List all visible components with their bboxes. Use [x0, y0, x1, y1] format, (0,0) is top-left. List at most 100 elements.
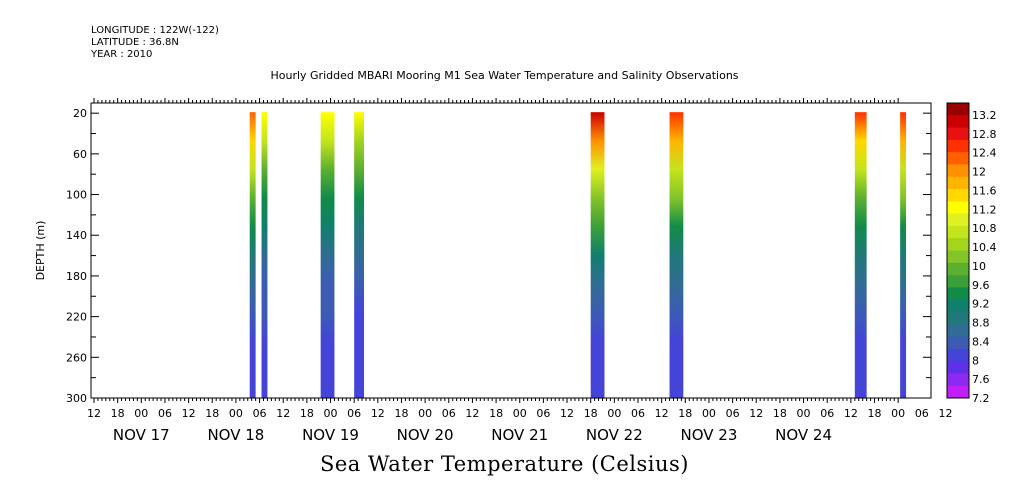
- colorbar-cell: [947, 373, 969, 387]
- x-hour-tick-label: 12: [938, 407, 952, 420]
- x-date-label: NOV 22: [586, 426, 643, 444]
- x-hour-tick-label: 00: [702, 407, 716, 420]
- colorbar-label: 10: [972, 260, 986, 273]
- x-hour-tick-label: 18: [489, 407, 503, 420]
- x-date-label: NOV 20: [397, 426, 454, 444]
- x-hour-tick-label: 06: [820, 407, 834, 420]
- y-tick-label: 300: [66, 392, 87, 405]
- colorbar-label: 11.2: [972, 203, 997, 216]
- y-tick-label: 220: [66, 311, 87, 324]
- x-hour-tick-label: 00: [797, 407, 811, 420]
- colorbar-cell: [947, 103, 969, 116]
- y-tick-label: 140: [66, 229, 87, 242]
- colorbar-cell: [947, 201, 969, 215]
- x-hour-tick-label: 06: [253, 407, 267, 420]
- colorbar-cell: [947, 361, 969, 374]
- temperature-column: [590, 112, 605, 398]
- temperature-column: [854, 112, 867, 398]
- colorbar-cell: [947, 127, 969, 141]
- colorbar-cell: [947, 176, 969, 190]
- x-hour-tick-label: 12: [465, 407, 479, 420]
- x-hour-tick-label: 18: [868, 407, 882, 420]
- colorbar-cell: [947, 164, 969, 178]
- y-axis-label: DEPTH (m): [34, 221, 47, 281]
- colorbar-cell: [947, 287, 969, 301]
- colorbar-cell: [947, 348, 969, 362]
- colorbar-label: 12.4: [972, 147, 997, 160]
- x-hour-tick-label: 18: [773, 407, 787, 420]
- x-hour-tick-label: 00: [513, 407, 527, 420]
- colorbar-cell: [947, 311, 969, 325]
- y-tick-label: 180: [66, 270, 87, 283]
- x-hour-tick-label: 18: [111, 407, 125, 420]
- colorbar-frame: [946, 102, 970, 399]
- colorbar-label: 11.6: [972, 184, 997, 197]
- colorbar-label: 12.8: [972, 128, 997, 141]
- x-hour-tick-label: 00: [891, 407, 905, 420]
- year-label: YEAR : 2010: [91, 49, 153, 60]
- data-bars: [249, 112, 907, 398]
- y-tick-label: 260: [66, 351, 87, 364]
- colorbar-cell: [947, 238, 969, 251]
- x-hour-tick-label: 00: [134, 407, 148, 420]
- y-tick-label: 60: [73, 148, 87, 161]
- x-hour-tick-label: 18: [394, 407, 408, 420]
- chart-subtitle: Sea Water Temperature (Celsius): [319, 452, 689, 476]
- colorbar-cell: [947, 385, 969, 399]
- x-hour-tick-label: 00: [607, 407, 621, 420]
- x-hour-tick-label: 00: [324, 407, 338, 420]
- temperature-column: [354, 112, 365, 398]
- colorbar-cell: [947, 213, 969, 227]
- x-hour-tick-label: 06: [915, 407, 929, 420]
- x-hour-tick-label: 12: [655, 407, 669, 420]
- colorbar: 13.2 12.8 12.4 12 11.6 11.2 10.8 10.4 10 9.6 9.2 8.…: [946, 102, 997, 405]
- colorbar-cell: [947, 152, 969, 165]
- colorbar-label: 8: [972, 354, 979, 367]
- colorbar-label: 7.2: [972, 392, 990, 405]
- x-date-label: NOV 21: [491, 426, 548, 444]
- colorbar-label: 9.6: [972, 279, 990, 292]
- x-hour-tick-label: 12: [87, 407, 101, 420]
- x-hour-tick-label: 06: [631, 407, 645, 420]
- x-date-label: NOV 17: [113, 426, 170, 444]
- x-date-label: NOV 23: [681, 426, 738, 444]
- longitude-label: LONGITUDE : 122W(-122): [91, 25, 219, 36]
- colorbar-label: 9.2: [972, 298, 990, 311]
- colorbar-cell: [947, 336, 969, 350]
- temperature-column: [249, 112, 256, 398]
- x-date-label: NOV 18: [207, 426, 264, 444]
- x-hour-tick-label: 06: [536, 407, 550, 420]
- chart-title: Hourly Gridded MBARI Mooring M1 Sea Wate…: [270, 69, 739, 82]
- colorbar-cell: [947, 262, 969, 276]
- colorbar-cell: [947, 324, 969, 338]
- x-hour-tick-label: 00: [229, 407, 243, 420]
- y-tick-label: 20: [73, 107, 87, 120]
- axes: 12 18 00 06 12 18 00 06 12 18 00 06 12 18 00 06 12 18 00 06…: [34, 98, 952, 444]
- x-hour-tick-label: 18: [584, 407, 598, 420]
- colorbar-label: 8.8: [972, 317, 990, 330]
- x-hour-tick-label: 18: [205, 407, 219, 420]
- y-tick-label: 100: [66, 189, 87, 202]
- x-hour-tick-label: 18: [678, 407, 692, 420]
- x-hour-tick-label: 06: [442, 407, 456, 420]
- colorbar-cell: [947, 189, 969, 202]
- temperature-column: [320, 112, 335, 398]
- temperature-column: [669, 112, 684, 398]
- x-date-label: NOV 24: [775, 426, 832, 444]
- x-hour-tick-label: 12: [844, 407, 858, 420]
- colorbar-cell: [947, 250, 969, 264]
- x-hour-tick-label: 00: [418, 407, 432, 420]
- colorbar-cell: [947, 225, 969, 239]
- colorbar-cell: [947, 299, 969, 313]
- x-hour-tick-label: 18: [300, 407, 314, 420]
- colorbar-label: 8.4: [972, 335, 990, 348]
- colorbar-label: 13.2: [972, 109, 997, 122]
- x-hour-tick-label: 12: [749, 407, 763, 420]
- colorbar-label: 10.4: [972, 241, 997, 254]
- x-hour-tick-label: 06: [158, 407, 172, 420]
- colorbar-label: 10.8: [972, 222, 997, 235]
- x-hour-tick-label: 12: [276, 407, 290, 420]
- x-hour-tick-label: 12: [182, 407, 196, 420]
- x-hour-tick-label: 06: [347, 407, 361, 420]
